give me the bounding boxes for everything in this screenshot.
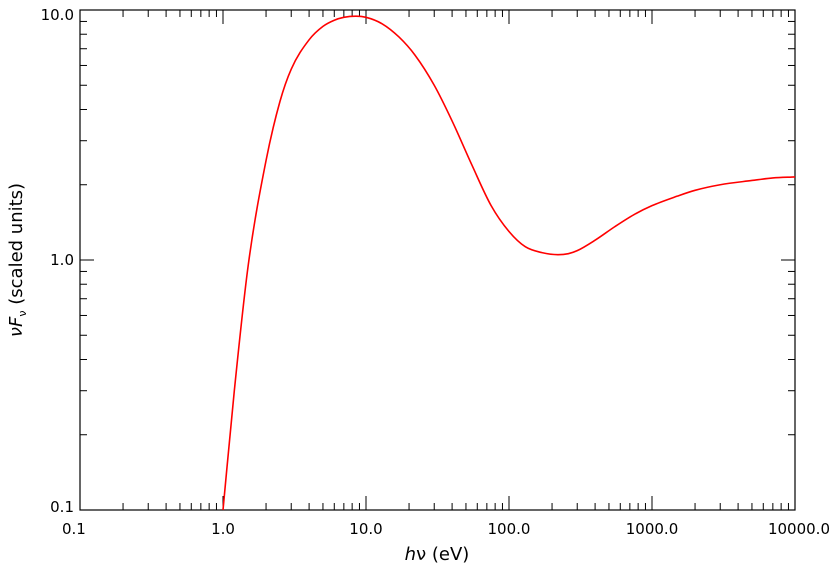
axis-tick-labels: 0.1 1.0 10.0 100.0 1000.0 10000.0 0.1 1.0 10.0 <box>41 6 830 538</box>
y-axis-title-italic: νF <box>6 316 27 337</box>
x-tick-label: 1.0 <box>211 520 235 538</box>
plot-frame <box>79 9 796 511</box>
y-axis-title: νFν (scaled units) <box>6 183 29 337</box>
y-axis-title-sub: ν <box>16 310 29 316</box>
x-tick-label: 10.0 <box>349 520 382 538</box>
y-tick-label: 0.1 <box>50 498 74 516</box>
y-tick-label: 10.0 <box>41 6 74 24</box>
series-line <box>222 15 796 511</box>
x-tick-label: 100.0 <box>488 520 531 538</box>
x-tick-label: 0.1 <box>62 520 86 538</box>
x-tick-label: 10000.0 <box>768 520 830 538</box>
y-tick-label: 1.0 <box>50 251 74 269</box>
x-axis-title: hν (eV) <box>405 544 470 565</box>
x-tick-label: 1000.0 <box>626 520 679 538</box>
x-axis-title-italic: h <box>405 544 416 565</box>
axis-ticks <box>79 9 796 511</box>
y-axis-title-rest: (scaled units) <box>6 183 27 311</box>
x-axis-title-rest: ν (eV) <box>416 544 469 565</box>
